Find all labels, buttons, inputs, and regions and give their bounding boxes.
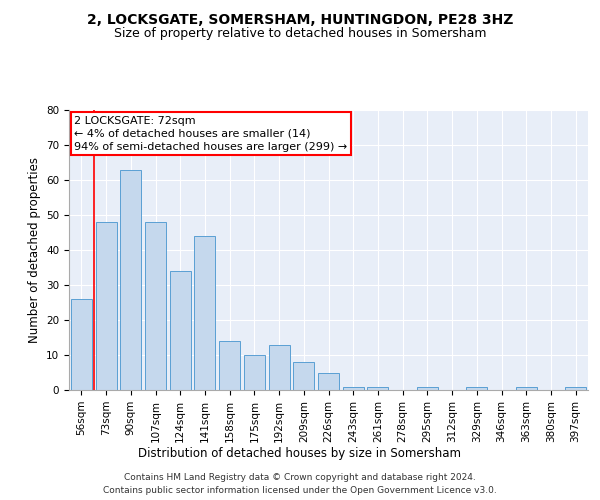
Text: Contains HM Land Registry data © Crown copyright and database right 2024.
Contai: Contains HM Land Registry data © Crown c… [103,474,497,495]
Bar [565,386,586,390]
Bar [71,299,92,390]
Text: 2 LOCKSGATE: 72sqm
← 4% of detached houses are smaller (14)
94% of semi-detached: 2 LOCKSGATE: 72sqm ← 4% of detached hous… [74,116,347,152]
Bar [269,344,290,390]
Bar [318,372,339,390]
Bar [194,236,215,390]
Bar [244,355,265,390]
Bar [170,271,191,390]
Bar [120,170,141,390]
Text: Size of property relative to detached houses in Somersham: Size of property relative to detached ho… [114,28,486,40]
Bar [466,386,487,390]
Y-axis label: Number of detached properties: Number of detached properties [28,157,41,343]
Bar [293,362,314,390]
Bar [367,386,388,390]
Text: 2, LOCKSGATE, SOMERSHAM, HUNTINGDON, PE28 3HZ: 2, LOCKSGATE, SOMERSHAM, HUNTINGDON, PE2… [87,12,513,26]
Bar [516,386,537,390]
Bar [417,386,438,390]
Text: Distribution of detached houses by size in Somersham: Distribution of detached houses by size … [139,448,461,460]
Bar [145,222,166,390]
Bar [219,341,240,390]
Bar [343,386,364,390]
Bar [95,222,116,390]
